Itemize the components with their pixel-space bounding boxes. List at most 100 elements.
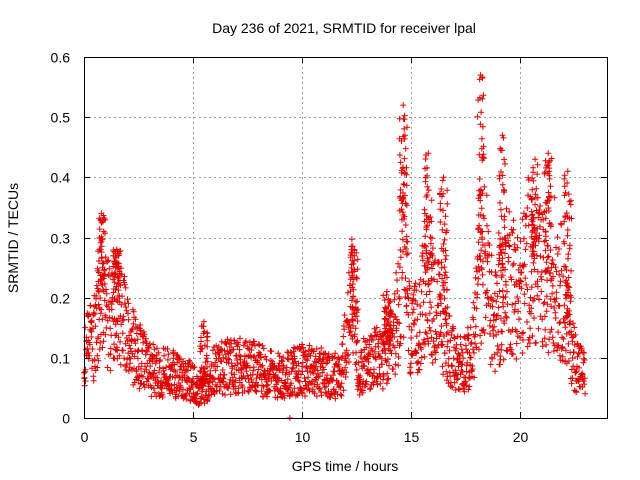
data-point <box>471 374 478 381</box>
data-point <box>359 387 366 394</box>
data-point <box>543 308 550 315</box>
data-point <box>376 370 383 377</box>
data-point <box>438 193 445 200</box>
data-point <box>545 150 552 157</box>
data-point <box>501 320 508 327</box>
data-point <box>428 275 435 282</box>
data-point <box>480 92 487 99</box>
data-point <box>216 387 223 394</box>
data-point <box>134 374 140 381</box>
data-point <box>295 360 302 367</box>
data-point <box>424 192 431 198</box>
data-point <box>465 374 472 381</box>
data-point <box>134 336 141 343</box>
data-point <box>444 304 451 311</box>
y-axis-label: SRMTID / TECUs <box>5 183 21 293</box>
data-point <box>556 302 563 309</box>
data-point <box>505 254 512 261</box>
data-point <box>190 364 197 371</box>
data-point <box>249 342 256 349</box>
data-point <box>438 300 444 307</box>
data-point <box>524 286 531 293</box>
data-point <box>434 344 440 351</box>
data-point <box>441 264 448 271</box>
data-point <box>346 321 353 328</box>
data-point <box>562 279 569 286</box>
data-point <box>99 282 106 289</box>
data-point <box>472 331 479 338</box>
data-point <box>355 359 362 366</box>
data-point <box>423 291 430 298</box>
data-point <box>100 275 107 282</box>
data-point <box>560 273 567 280</box>
data-point <box>436 271 443 278</box>
data-point <box>439 341 446 348</box>
data-point <box>456 386 463 393</box>
data-point <box>189 383 196 390</box>
data-point <box>515 298 522 305</box>
data-point <box>545 253 552 260</box>
data-point <box>553 268 560 275</box>
data-point <box>475 346 482 353</box>
data-point <box>401 213 408 220</box>
data-point <box>156 369 162 376</box>
data-point <box>427 327 434 334</box>
data-points <box>81 72 589 421</box>
data-point <box>531 315 537 321</box>
data-point <box>551 305 558 311</box>
data-point <box>397 159 404 166</box>
data-point <box>499 328 506 335</box>
data-point <box>392 371 399 378</box>
data-point <box>93 282 100 289</box>
data-point <box>547 247 554 253</box>
data-point <box>518 285 525 292</box>
data-point <box>544 200 550 207</box>
data-point <box>503 313 510 320</box>
data-point <box>413 349 420 356</box>
data-point <box>446 313 453 319</box>
data-point <box>263 382 270 389</box>
data-point <box>475 212 482 218</box>
data-point <box>499 255 506 262</box>
data-point <box>114 355 121 362</box>
data-point <box>521 291 528 298</box>
data-point <box>354 337 361 344</box>
data-point <box>128 327 135 333</box>
data-point <box>488 252 495 259</box>
data-point <box>484 258 491 265</box>
data-point <box>541 208 548 215</box>
data-point <box>235 385 242 392</box>
data-point <box>555 329 562 336</box>
data-point <box>396 152 403 158</box>
data-point <box>513 356 520 362</box>
data-point <box>121 355 128 362</box>
data-point <box>495 312 501 319</box>
data-point <box>356 391 363 398</box>
data-point <box>154 345 160 352</box>
data-point <box>364 337 371 344</box>
data-point <box>376 328 383 335</box>
data-point <box>257 371 264 378</box>
data-point <box>395 362 402 369</box>
data-point <box>274 394 281 401</box>
data-point <box>431 276 437 283</box>
data-point <box>245 375 252 382</box>
data-point <box>170 347 177 354</box>
data-point <box>543 341 550 348</box>
data-point <box>568 267 575 274</box>
data-point <box>504 301 511 308</box>
data-point <box>428 351 435 358</box>
data-point <box>317 373 323 380</box>
data-point <box>498 213 505 220</box>
data-point <box>131 379 138 386</box>
data-point <box>315 385 322 392</box>
data-point <box>489 297 496 304</box>
data-point <box>400 133 407 140</box>
data-point <box>226 356 233 363</box>
data-point <box>115 334 122 341</box>
data-point <box>490 327 497 334</box>
data-point <box>425 150 432 157</box>
data-point <box>403 302 410 309</box>
data-point <box>298 371 304 378</box>
data-point <box>437 292 444 299</box>
